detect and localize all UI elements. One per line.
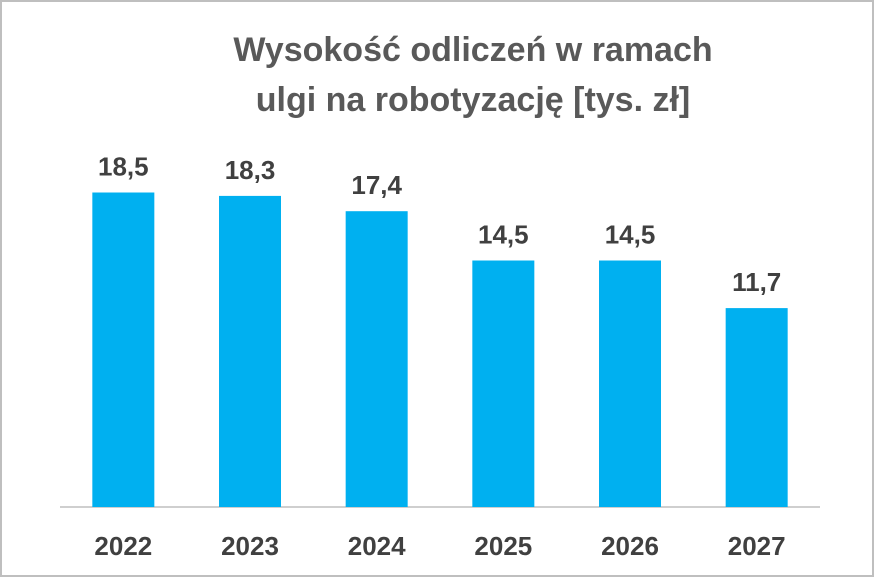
bar — [599, 260, 661, 507]
x-tick-label: 2025 — [474, 531, 532, 561]
bar — [472, 260, 535, 507]
x-tick-label: 2026 — [601, 531, 659, 561]
x-tick-label: 2024 — [348, 531, 406, 561]
bar — [92, 192, 155, 507]
chart-title: Wysokość odliczeń w ramach — [233, 31, 712, 69]
x-tick-label: 2022 — [94, 531, 152, 561]
data-label: 14,5 — [478, 219, 529, 249]
data-label: 11,7 — [732, 267, 781, 297]
x-tick-label: 2023 — [221, 531, 279, 561]
bar — [219, 195, 281, 507]
data-label: 18,3 — [225, 155, 276, 185]
data-label: 18,5 — [98, 151, 149, 181]
data-label: 14,5 — [605, 219, 656, 249]
chart-title: ulgi na robotyzację [tys. zł] — [256, 81, 691, 119]
data-label: 17,4 — [351, 170, 402, 200]
bar — [345, 211, 408, 507]
bar — [725, 308, 788, 507]
x-tick-label: 2027 — [728, 531, 786, 561]
